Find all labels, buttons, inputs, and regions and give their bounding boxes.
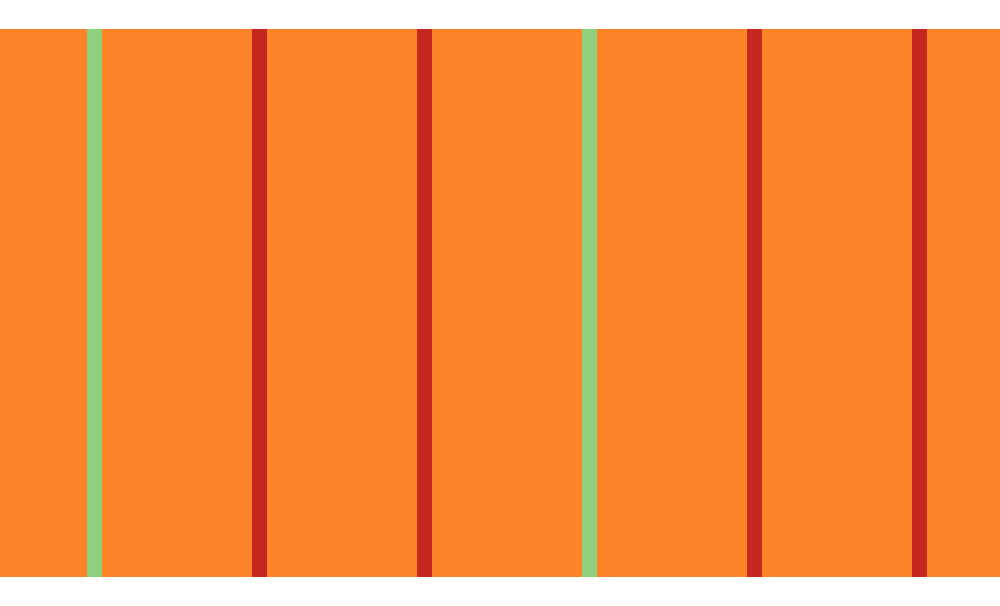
stripe-red (747, 29, 762, 577)
stripe-red (252, 29, 267, 577)
stripe-red (417, 29, 432, 577)
orange-band (0, 29, 1000, 577)
stripe-green (582, 29, 597, 577)
stripe-red (912, 29, 927, 577)
stripe-green (87, 29, 102, 577)
